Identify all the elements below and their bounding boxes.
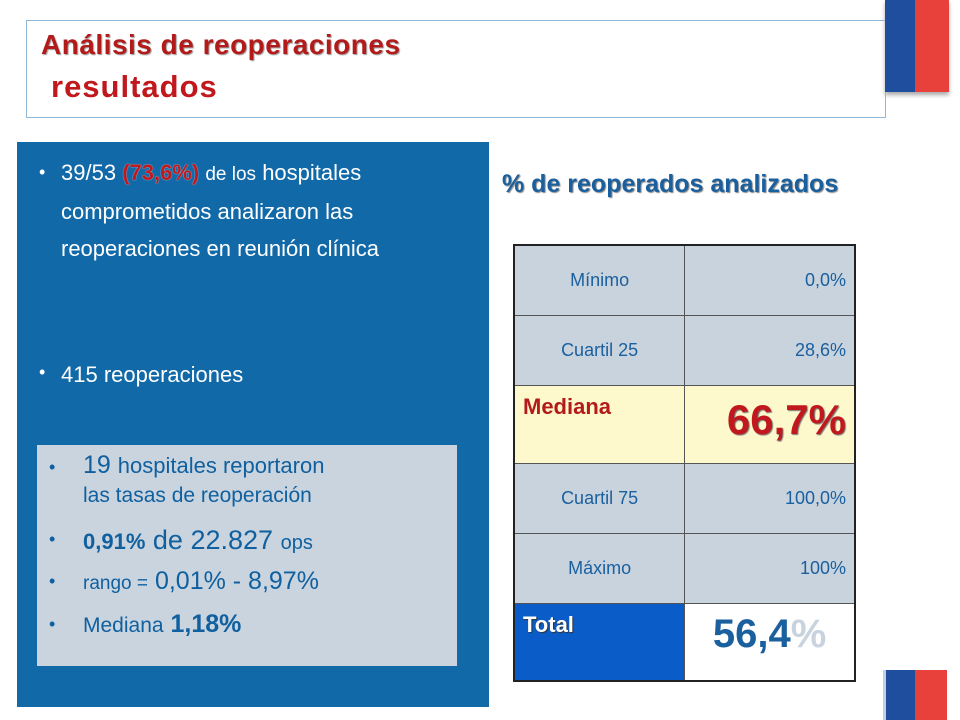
flag-top-decoration — [885, 0, 949, 92]
title-box: Análisis de reoperaciones resultados — [26, 20, 886, 118]
row-value: 100% — [684, 532, 856, 604]
bullet1-rest: hospitales comprometidos analizaron las … — [61, 160, 379, 261]
row-label: Máximo — [513, 532, 686, 604]
table-row: Cuartil 75 100,0% — [513, 462, 856, 534]
inner1-num: 19 — [83, 451, 111, 479]
inner2-pct: 0,91% — [83, 529, 146, 554]
stats-table: Mínimo 0,0% Cuartil 25 28,6% Mediana 66,… — [513, 244, 856, 682]
inner4-value: 1,18% — [170, 610, 242, 638]
page-title: Análisis de reoperaciones — [41, 29, 401, 60]
inner4-label: Mediana — [83, 614, 164, 637]
hospital-pct: (73,6%) — [122, 160, 200, 185]
row-value: 100,0% — [684, 462, 856, 534]
inner2-end: ops — [280, 532, 313, 554]
bullet-dot: • — [49, 457, 56, 477]
inner-item-range: • rango = 0,01% - 8,97% — [49, 567, 319, 596]
bullet-dot: • — [49, 529, 56, 549]
inner-item-hospitals: • 19 hospitales reportaron las tasas de … — [49, 451, 449, 510]
bullet1-mid: de los — [205, 164, 257, 185]
stats-heading: % de reoperados analizados — [502, 170, 839, 198]
table-row-median: Mediana 66,7% — [513, 384, 856, 464]
inner-summary-box: • 19 hospitales reportaron las tasas de … — [37, 445, 457, 666]
row-label: Total — [513, 602, 686, 682]
table-row: Mínimo 0,0% — [513, 244, 856, 316]
total-pct-sign: % — [790, 611, 827, 656]
bullet-hospitals-analyzed: • 39/53 (73,6%) de los hospitales compro… — [39, 154, 479, 267]
row-label: Mediana — [513, 384, 686, 464]
flag-bottom-decoration — [883, 670, 947, 720]
bullet-dot: • — [49, 571, 56, 591]
total-number: 56,4 — [712, 611, 791, 656]
bullet2-text: 415 reoperaciones — [61, 362, 244, 387]
row-value: 56,4% — [684, 602, 856, 682]
table-row: Cuartil 25 28,6% — [513, 314, 856, 386]
page-subtitle: resultados — [51, 69, 218, 104]
hospital-count: 39/53 — [61, 160, 117, 185]
bullet-reoperations: • 415 reoperaciones — [39, 362, 243, 388]
bullet-dot: • — [39, 162, 46, 182]
inner3-label: rango = — [83, 573, 148, 594]
row-label: Cuartil 25 — [513, 314, 686, 386]
inner2-num: 22.827 — [190, 525, 274, 555]
row-label: Mínimo — [513, 244, 686, 316]
inner3-value: 0,01% - 8,97% — [154, 567, 319, 595]
bullet-dot: • — [39, 362, 46, 382]
row-label: Cuartil 75 — [513, 462, 686, 534]
row-value: 28,6% — [684, 314, 856, 386]
row-value: 0,0% — [684, 244, 856, 316]
table-row-total: Total 56,4% — [513, 602, 856, 682]
table-row: Máximo 100% — [513, 532, 856, 604]
inner-item-median: • Mediana 1,18% — [49, 610, 241, 639]
inner-item-rate: • 0,91% de 22.827 ops — [49, 525, 313, 556]
bullet-dot: • — [49, 614, 56, 634]
inner2-mid: de — [152, 525, 183, 555]
inner1-line2: las tasas de reoperación — [83, 484, 312, 507]
inner1-text: hospitales reportaron — [117, 453, 325, 478]
row-value: 66,7% — [684, 384, 856, 464]
